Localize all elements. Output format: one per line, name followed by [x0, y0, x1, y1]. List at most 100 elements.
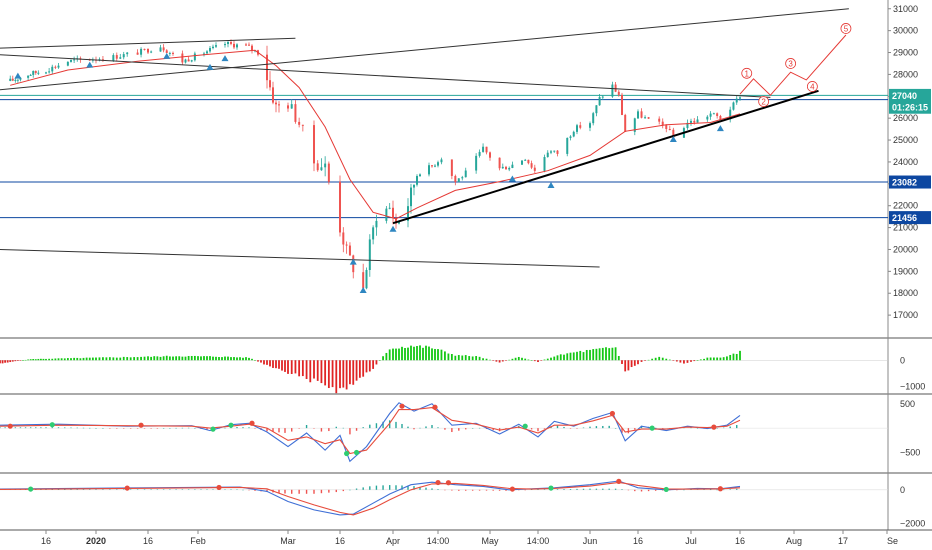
candle-body — [410, 187, 412, 207]
oscillator-3-bar — [563, 489, 565, 490]
wave-label-circle — [806, 81, 818, 92]
oscillator-1-bar — [489, 359, 491, 361]
oscillator-1-bar — [305, 360, 308, 379]
oscillator-2-bar — [123, 428, 125, 429]
oscillator-1-bar — [105, 357, 108, 361]
candle-body — [136, 52, 139, 55]
oscillator-1-bar — [342, 360, 345, 388]
candle-body — [566, 137, 569, 154]
oscillator-1-bar — [690, 360, 692, 362]
oscillator-1-bar — [699, 359, 702, 361]
oscillator-1-bar — [335, 360, 338, 394]
oscillator-1-bar — [422, 347, 424, 361]
candle-body — [450, 159, 453, 176]
candle-body — [614, 84, 617, 92]
candle-body — [696, 119, 699, 123]
candle-body — [521, 160, 523, 165]
oscillator-3-bar — [492, 489, 494, 491]
oscillator-1-bar — [621, 360, 623, 364]
oscillator-2-bar — [51, 427, 53, 429]
oscillator-1-bar — [82, 357, 85, 361]
oscillator-1-bar — [115, 357, 118, 361]
oscillator-3-bar — [349, 489, 351, 491]
oscillator-3-bar — [729, 489, 731, 490]
oscillator-1-bar — [102, 357, 104, 361]
oscillator-2-signal-dot — [49, 422, 55, 428]
oscillator-1-bar — [614, 347, 617, 361]
oscillator-3-bar — [589, 488, 591, 490]
oscillator-2-bar — [662, 428, 664, 429]
oscillator-3-bar — [662, 489, 664, 491]
oscillator-1-bar — [524, 358, 527, 361]
oscillator-1-bar — [563, 354, 565, 361]
time-tick-label: Se — [887, 536, 898, 546]
oscillator-1-bar — [413, 346, 415, 361]
oscillator-3-bar — [419, 486, 421, 490]
oscillator-3-bar — [362, 487, 364, 490]
oscillator-1-bar — [263, 360, 265, 365]
oscillator-1-bar — [119, 357, 122, 361]
oscillator-2-bar — [328, 428, 330, 432]
oscillator-1-bar — [693, 360, 696, 362]
oscillator-2-bar — [690, 427, 692, 429]
oscillator-2-bar — [355, 428, 358, 431]
candle-body — [735, 98, 738, 103]
oscillator-2-bar — [162, 428, 165, 429]
price-badge — [889, 100, 931, 114]
candle-body — [9, 78, 12, 81]
price-badge — [889, 88, 931, 102]
oscillator-3-bar — [156, 489, 159, 490]
oscillator-1-bar — [404, 347, 406, 361]
candle-body — [431, 165, 433, 167]
candle-body — [485, 146, 488, 153]
oscillator-1-bar — [233, 357, 235, 361]
oscillator-2-bar — [478, 427, 481, 429]
candle-body — [388, 207, 391, 209]
oscillator-1-bar — [63, 358, 66, 361]
oscillator-1-bar — [709, 357, 712, 361]
signal-marker — [221, 55, 229, 62]
candle-body — [647, 117, 650, 119]
oscillator-3-bar — [181, 489, 184, 490]
candle-body — [266, 54, 268, 81]
oscillator-1-bar — [395, 348, 397, 361]
oscillator-3-bar — [230, 489, 232, 490]
price-badge-label: 27040 — [892, 91, 917, 101]
candle-body — [32, 71, 35, 75]
oscillator-1-bar — [48, 358, 51, 361]
oscillator-2-bar — [451, 428, 453, 433]
candle-body — [66, 61, 69, 66]
oscillator-2-signal-dot — [249, 420, 255, 426]
oscillator-1-bar — [4, 360, 7, 363]
oscillator-3-bar — [266, 489, 268, 492]
oscillator-2-bar — [614, 428, 617, 429]
oscillator-2-bar — [40, 427, 42, 429]
candle-body — [546, 152, 549, 158]
candle-body — [298, 121, 301, 125]
oscillator-3-bar — [95, 489, 97, 490]
oscillator-1-bar — [537, 360, 539, 363]
oscillator-2-bar — [305, 425, 308, 429]
oscillator-2-bar — [187, 427, 190, 429]
oscillator-3-bar — [57, 489, 60, 490]
oscillator-1-bar — [501, 360, 504, 362]
oscillator-1-bar — [9, 360, 12, 363]
oscillator-1-bar — [540, 360, 543, 361]
oscillator-2-bar — [465, 428, 467, 430]
oscillator-1-bar — [248, 357, 250, 361]
oscillator-3-bar — [82, 489, 85, 490]
oscillator-3-bar — [676, 489, 678, 491]
oscillator-3-bar — [407, 485, 409, 490]
oscillator-1-bar — [447, 353, 450, 361]
oscillator-1-bar — [686, 360, 689, 363]
oscillator-1-bar — [492, 360, 495, 361]
candle-body — [301, 124, 304, 126]
oscillator-1-bar — [495, 360, 498, 362]
oscillator-3-bar — [437, 489, 439, 490]
oscillator-2-bar — [722, 427, 725, 429]
oscillator-1-bar — [605, 347, 607, 361]
oscillator-1-bar — [153, 356, 156, 361]
candle-body — [101, 59, 104, 61]
oscillator-1-bar — [468, 356, 471, 361]
